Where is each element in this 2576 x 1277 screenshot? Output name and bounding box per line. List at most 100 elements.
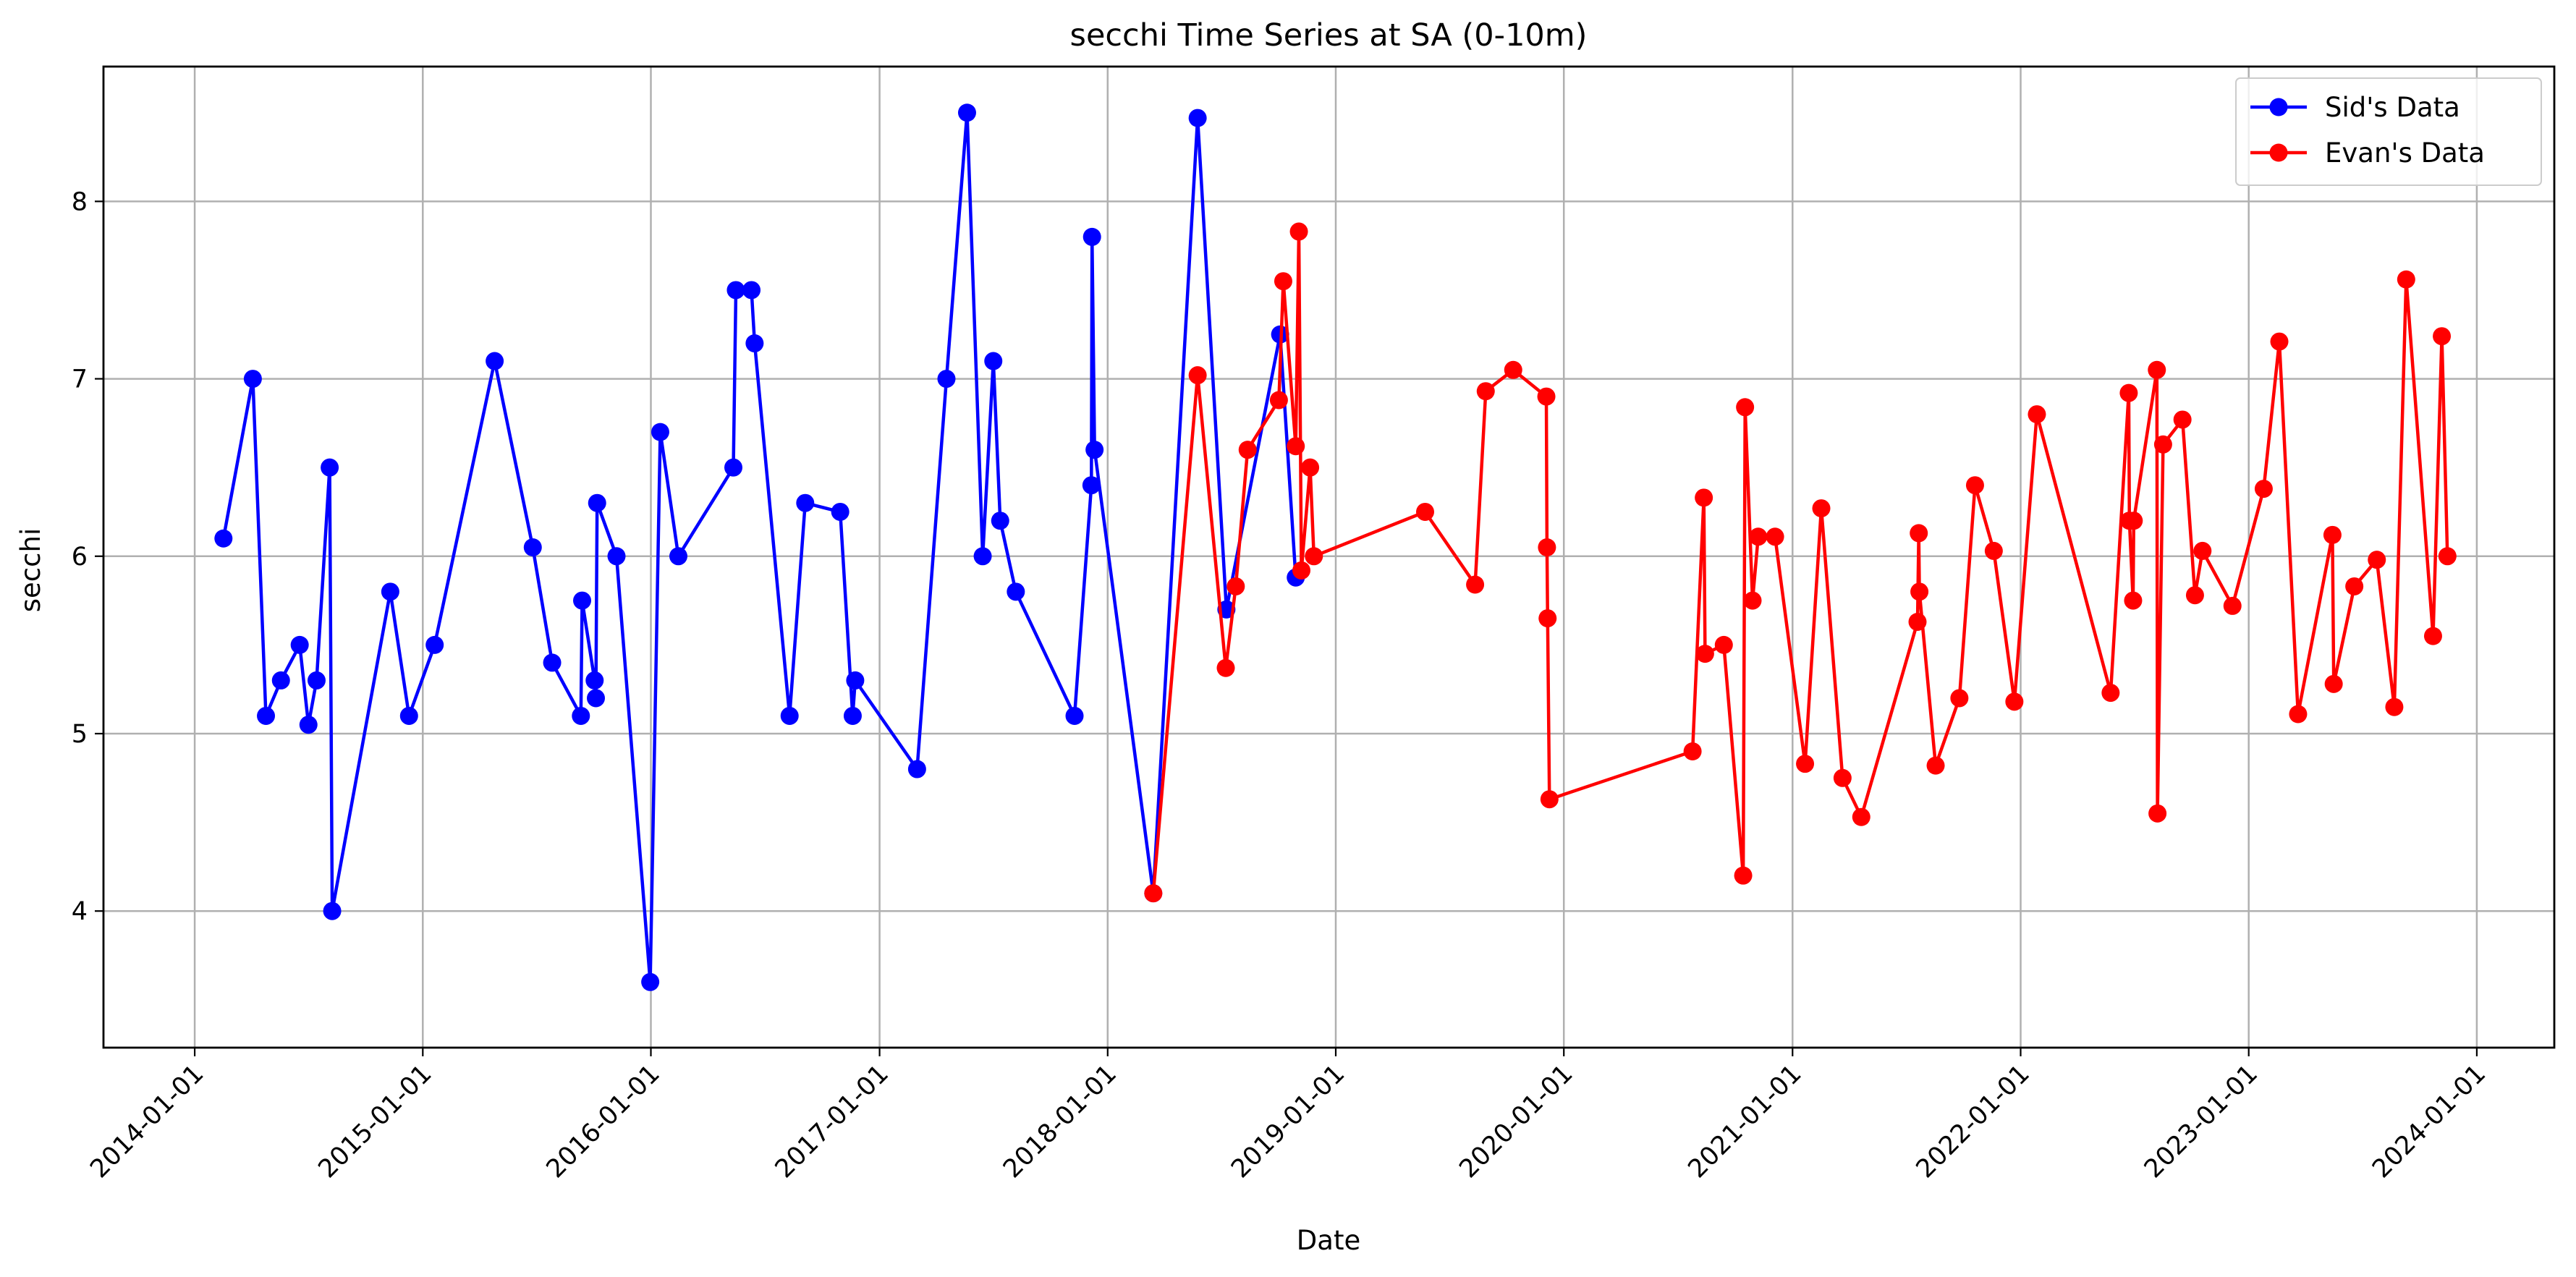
data-point: [1476, 382, 1495, 401]
data-point: [1238, 441, 1257, 459]
data-point: [1466, 575, 1485, 594]
series-evans-data: [1144, 222, 2457, 903]
data-point: [2438, 547, 2457, 566]
data-point: [323, 901, 342, 920]
x-axis-label: Date: [1297, 1225, 1360, 1256]
data-point: [381, 582, 399, 601]
data-point: [991, 512, 1009, 530]
data-point: [1736, 398, 1755, 417]
data-point: [1188, 366, 1207, 385]
data-point: [2254, 480, 2273, 499]
data-point: [486, 352, 504, 370]
data-point: [745, 334, 764, 353]
data-point: [1292, 561, 1311, 580]
data-point: [724, 458, 742, 477]
legend: Sid's Data Evan's Data: [2235, 77, 2542, 186]
y-tick-label: 5: [72, 720, 88, 749]
data-point: [780, 706, 799, 725]
data-point: [984, 352, 1003, 370]
data-point: [1144, 884, 1163, 903]
legend-label: Sid's Data: [2325, 92, 2460, 123]
data-point: [1796, 755, 1815, 773]
data-point: [425, 635, 444, 654]
data-point: [257, 706, 276, 725]
data-point: [607, 547, 626, 566]
data-point: [1085, 441, 1104, 459]
data-point: [1908, 613, 1927, 632]
legend-item: Evan's Data: [2250, 137, 2485, 169]
data-point: [1852, 807, 1870, 826]
data-point: [2423, 627, 2442, 645]
data-point: [1537, 387, 1556, 406]
data-point: [2223, 596, 2242, 615]
data-point: [1910, 524, 1928, 543]
data-point: [2148, 360, 2166, 379]
legend-label: Evan's Data: [2325, 137, 2485, 169]
data-point: [651, 423, 669, 441]
data-point: [2345, 577, 2364, 595]
data-point: [399, 706, 418, 725]
data-point: [1683, 742, 1702, 761]
data-point: [2185, 586, 2204, 605]
data-point: [2433, 327, 2452, 346]
data-point: [543, 653, 562, 672]
data-point: [2101, 684, 2120, 703]
data-point: [831, 502, 850, 521]
data-point: [1538, 609, 1557, 628]
data-point: [726, 281, 745, 300]
data-point: [588, 493, 606, 512]
data-point: [307, 671, 326, 690]
data-point: [1274, 272, 1292, 291]
data-point: [1695, 645, 1714, 663]
data-point: [1714, 635, 1733, 654]
data-point: [2193, 541, 2212, 560]
data-point: [2028, 405, 2046, 424]
data-point: [271, 671, 290, 690]
data-point: [641, 972, 660, 991]
data-point: [2397, 270, 2415, 289]
data-point: [243, 370, 262, 389]
data-point: [1216, 658, 1235, 677]
data-point: [1301, 458, 1320, 477]
legend-marker: [2269, 98, 2288, 116]
data-point: [1082, 476, 1101, 495]
data-point: [1504, 360, 1522, 379]
data-point: [2385, 697, 2404, 716]
data-point: [2270, 332, 2289, 351]
data-point: [1910, 582, 1929, 601]
data-point: [1082, 227, 1101, 246]
data-point: [1538, 538, 1556, 557]
data-point: [1695, 488, 1713, 507]
data-point: [2124, 591, 2143, 610]
data-point: [1188, 109, 1207, 127]
data-point: [572, 706, 590, 725]
data-point: [2368, 551, 2386, 569]
data-point: [1965, 476, 1984, 495]
data-point: [843, 706, 862, 725]
data-point: [973, 547, 992, 566]
data-point: [1287, 437, 1305, 456]
data-point: [937, 370, 956, 389]
data-point: [1734, 866, 1753, 885]
y-tick-label: 7: [72, 365, 88, 394]
y-tick-label: 4: [72, 897, 88, 926]
data-point: [1305, 547, 1323, 566]
chart-title: secchi Time Series at SA (0-10m): [1070, 17, 1588, 54]
data-point: [290, 635, 309, 654]
data-point: [2323, 525, 2342, 544]
data-point: [523, 538, 542, 557]
legend-box: [2235, 77, 2542, 186]
data-point: [1950, 689, 1969, 708]
y-axis-label: secchi: [15, 528, 46, 612]
series-layer: [214, 103, 2457, 991]
y-axis-ticks: 4 5 6 7 8: [72, 187, 103, 926]
legend-item: Sid's Data: [2250, 92, 2460, 123]
y-tick-label: 6: [72, 543, 88, 572]
data-point: [2148, 804, 2167, 823]
data-point: [742, 281, 761, 300]
data-point: [573, 591, 592, 610]
plot-frame: [102, 65, 2556, 1049]
gridlines: [103, 67, 2554, 1048]
